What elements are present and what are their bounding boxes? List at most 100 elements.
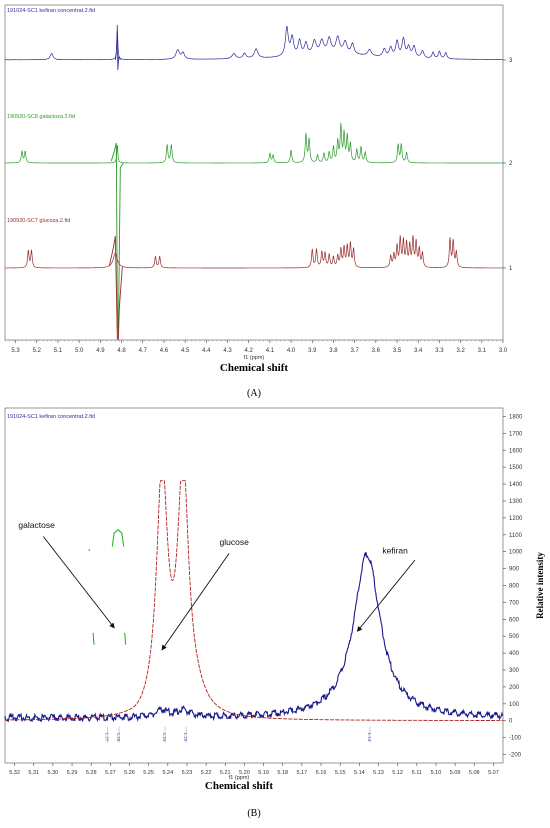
integral-label-b: 1.23: [183, 733, 188, 742]
x-tick-label-b: 5.16: [316, 770, 327, 776]
x-tick-label-a: 5.2: [33, 348, 42, 354]
panel-a-svg: 5.3 5.2 5.1 5.0 4.9 4.8 4.7 4.6 4.5 4.4 4.3 4.2 4.1 4…: [4, 4, 513, 399]
y-tick-label-b: 300: [509, 668, 520, 674]
x-tick-label-a: 5.1: [54, 348, 63, 354]
x-tick-label-b: 5.09: [450, 770, 461, 776]
x-axis-title-a: Chemical shift: [220, 362, 288, 374]
trace-label-kefiran-a: 191024-SC1 kefiran concentrat.2.fid: [7, 8, 95, 14]
x-tick-label-b: 5.31: [28, 770, 39, 776]
y-tick-label-b: 700: [509, 600, 520, 606]
x-tick-label-a: 4.0: [287, 348, 296, 354]
water-artifact-glucose-a: [108, 235, 123, 341]
y-axis-title-b: Relative intensity: [535, 552, 545, 619]
x-tick-label-a: 3.4: [414, 348, 423, 354]
x-tick-label-a: 4.5: [181, 348, 190, 354]
integral-label-b: 1.24: [162, 733, 167, 742]
x-tick-label-b: 5.17: [297, 770, 308, 776]
trace-label-b: 191024-SC1 kefiran concentrat.2.fid: [7, 414, 95, 420]
y-tick-label-b: 1000: [509, 550, 523, 556]
x-tick-label-a: 4.2: [245, 348, 254, 354]
x-tick-label-a: 3.0: [499, 348, 508, 354]
x-unit-label-b: f1 (ppm): [229, 775, 250, 781]
x-tick-label-b: 5.25: [143, 770, 154, 776]
annotation-kefiran-b: kefiran: [382, 545, 408, 555]
arrow-kefiran-b: [356, 559, 416, 632]
x-axis-title-b: Chemical shift: [205, 780, 273, 792]
panel-a-chart: 5.3 5.2 5.1 5.0 4.9 4.8 4.7 4.6 4.5 4.4 4.3 4.2 4.1 4…: [0, 0, 550, 400]
spectrum-glucose-a: [5, 235, 504, 269]
x-tick-label-a: 3.6: [372, 348, 381, 354]
plot-frame-a: [4, 4, 504, 341]
spectrum-kefiran-b: [4, 551, 504, 723]
x-tick-label-a: 4.7: [139, 348, 148, 354]
x-tick-label-a: 3.9: [308, 348, 317, 354]
x-tick-label-a: 4.9: [96, 348, 105, 354]
arrow-galactose-b: [42, 536, 115, 629]
x-tick-label-a: 5.0: [75, 348, 84, 354]
y-tick-label-b: -200: [509, 753, 522, 759]
x-tick-label-a: 3.5: [393, 348, 402, 354]
panel-b-svg: -200 -100 0 100 200 300 400 500 600 700 800 900 1000…: [4, 407, 545, 819]
x-tick-label-b: 5.22: [201, 770, 212, 776]
integral-label-b: 1.14: [367, 733, 372, 742]
x-tick-label-b: 5.10: [431, 770, 442, 776]
arrow-glucose-b: [161, 553, 230, 651]
x-tick-label-b: 5.32: [9, 770, 20, 776]
x-tick-label-a: 3.2: [456, 348, 465, 354]
x-tick-label-b: 5.14: [354, 770, 365, 776]
x-tick-label-b: 5.08: [469, 770, 480, 776]
spectrum-galactose-a: [5, 122, 503, 164]
trace-label-glucose-a: 190920-SC7 glucoza.2.fid: [7, 218, 70, 224]
x-tick-label-a: 3.3: [435, 348, 444, 354]
spectrum-kefiran-a: [4, 26, 504, 61]
y-tick-label-b: 1200: [509, 516, 523, 522]
x-tick-label-b: 5.11: [412, 770, 422, 776]
y-tick-label-b: 600: [509, 617, 520, 623]
y-tick-label-b: 1600: [509, 448, 523, 454]
x-tick-label-b: 5.19: [258, 770, 269, 776]
panel-label-b: (B): [247, 808, 260, 819]
y-tick-label-b: 800: [509, 584, 520, 590]
x-tick-label-b: 5.20: [239, 770, 250, 776]
x-tick-label-a: 3.7: [350, 348, 359, 354]
x-tick-label-b: 5.21: [220, 770, 231, 776]
x-tick-label-b: 5.29: [67, 770, 78, 776]
y-tick-label-b: 500: [509, 634, 520, 640]
x-unit-label-a: f1 (ppm): [244, 355, 265, 361]
x-tick-label-b: 5.27: [105, 770, 116, 776]
x-tick-label-b: 5.26: [124, 770, 135, 776]
spectrum-galactose-b: [111, 529, 125, 547]
x-tick-label-a: 4.8: [117, 348, 126, 354]
y-tick-label-b: 900: [509, 567, 520, 573]
x-tick-label-a: 4.4: [202, 348, 211, 354]
x-tick-label-a: 4.6: [160, 348, 169, 354]
y-tick-label-b: -100: [509, 736, 522, 742]
spectrum-galactose-b: [124, 632, 127, 645]
panel-label-a: (A): [247, 388, 261, 399]
y-tick-label-b: 1300: [509, 499, 523, 505]
x-tick-label-b: 5.30: [48, 770, 59, 776]
annotation-glucose-b: glucose: [220, 537, 250, 547]
x-tick-label-a: 3.1: [478, 348, 487, 354]
x-tick-label-b: 5.18: [277, 770, 288, 776]
water-artifact-galactose-a: [110, 142, 124, 339]
water-artifact-kefiran-a: [114, 24, 121, 71]
trace-label-galactose-a: 190920-SC8 galactoza.2.fid: [7, 114, 75, 120]
y-tick-label-b: 1400: [509, 482, 523, 488]
y-tick-label-b: 1500: [509, 465, 523, 471]
x-tick-label-b: 5.24: [162, 770, 173, 776]
x-tick-label-b: 5.23: [182, 770, 193, 776]
x-tick-label-b: 5.13: [373, 770, 384, 776]
y-tick-label-b: 0: [509, 719, 513, 725]
offset-tick-label-a: 3: [509, 58, 513, 64]
offset-tick-label-a: 2: [509, 161, 513, 167]
y-tick-label-b: 1700: [509, 431, 523, 437]
offset-tick-label-a: 1: [509, 266, 513, 272]
integral-label-b: 1.27: [105, 733, 110, 742]
x-tick-label-a: 4.3: [223, 348, 232, 354]
y-tick-label-b: 1100: [509, 533, 523, 539]
x-tick-label-b: 5.12: [392, 770, 403, 776]
y-tick-label-b: 200: [509, 685, 520, 691]
x-tick-label-a: 3.8: [329, 348, 338, 354]
x-tick-label-a: 4.1: [266, 348, 275, 354]
